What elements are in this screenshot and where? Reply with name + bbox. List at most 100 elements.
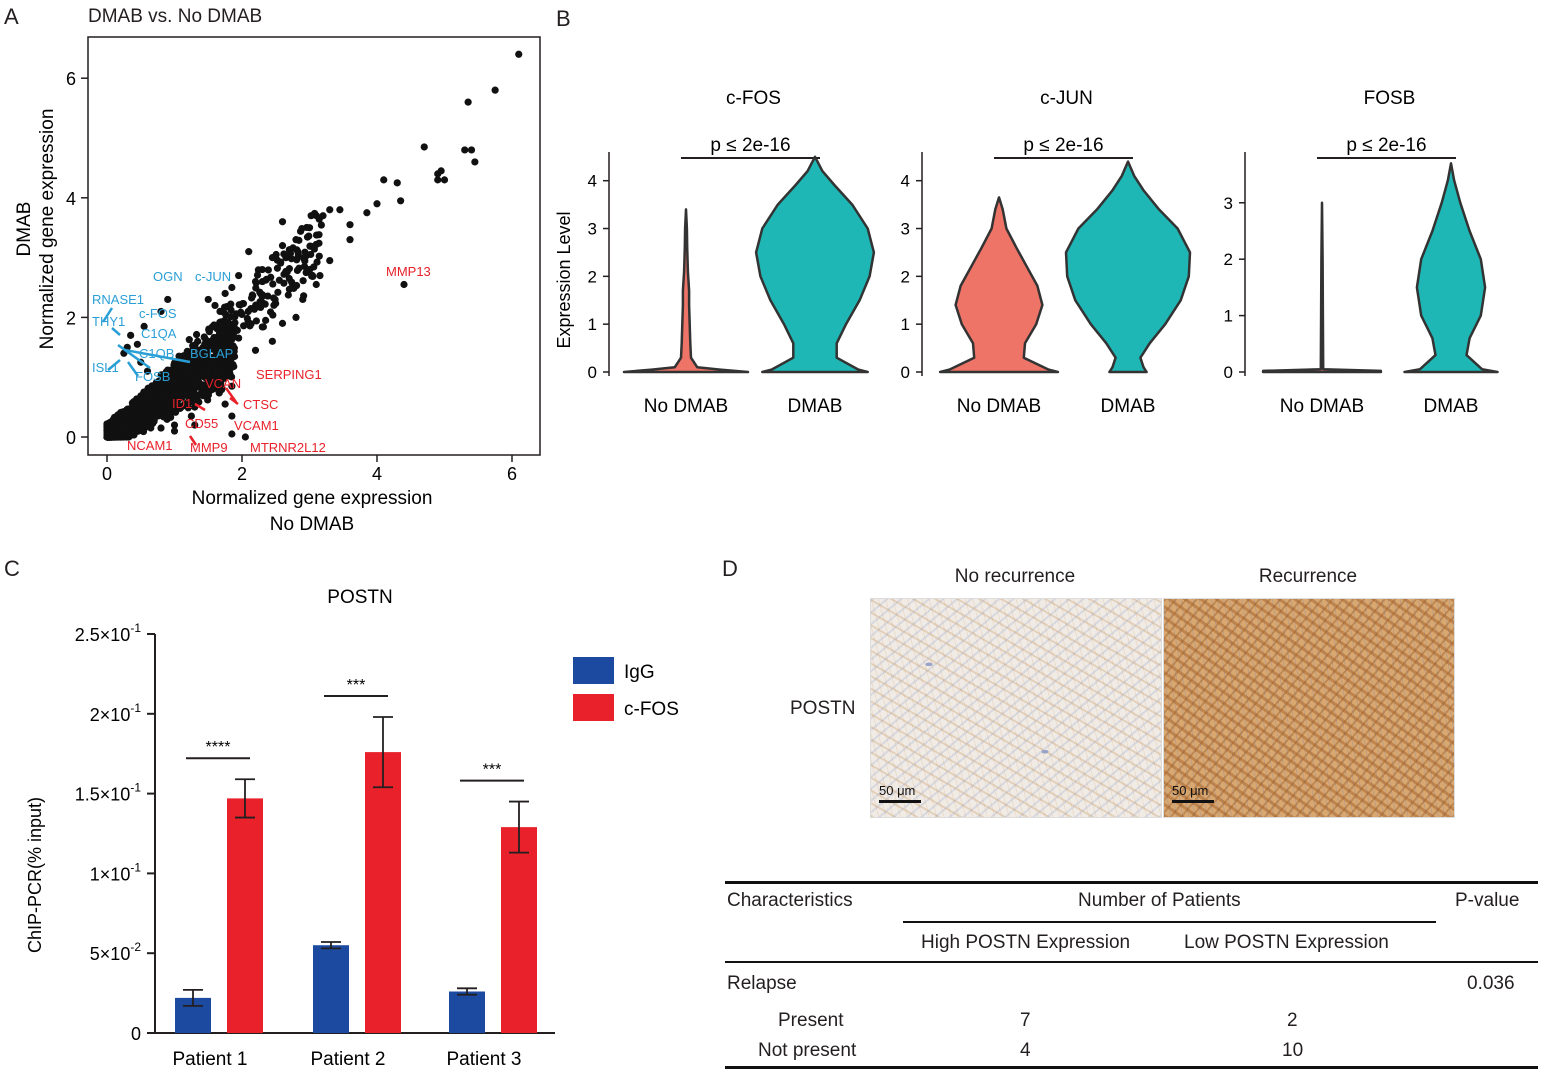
scatter-point [271, 295, 279, 304]
scatter-point [336, 206, 344, 214]
scatter-point [400, 280, 408, 289]
row-notpresent-high: 4 [1020, 1040, 1031, 1061]
scatter-point [205, 325, 213, 333]
violin-ytick-label: 1 [588, 315, 597, 334]
bar-ytick-label: 2×10-1 [90, 701, 142, 725]
scatter-point [145, 393, 153, 401]
scatter-point [300, 262, 309, 270]
scatter-point [140, 322, 148, 330]
scatter-point [317, 221, 325, 229]
scatter-point [266, 308, 275, 316]
violin-ytick-label: 0 [1224, 363, 1233, 382]
scatter-point [363, 209, 371, 217]
scatter-point [238, 310, 246, 319]
scatter-point [115, 433, 123, 441]
scatter-point [243, 314, 251, 323]
scatter-point [194, 397, 202, 405]
scatter-title: DMAB vs. No DMAB [88, 6, 262, 27]
scatter-point [227, 373, 236, 381]
scatter-point [285, 285, 293, 293]
scatter-point [145, 406, 154, 414]
bar-cfos [501, 827, 537, 1033]
scatter-point [319, 212, 327, 220]
scatter-point [252, 284, 260, 292]
th-number-of-patients: Number of Patients [1078, 890, 1241, 911]
scale-bar-1: 50 μm [879, 783, 921, 803]
row-present-low: 2 [1287, 1010, 1298, 1031]
scatter-ytick-label: 0 [66, 428, 76, 448]
scatter-ytick-label: 4 [66, 189, 76, 209]
scatter-point [204, 391, 212, 399]
scatter-point [211, 301, 219, 310]
scatter-point [217, 330, 225, 338]
bar-category-label: Patient 3 [447, 1049, 522, 1070]
row-relapse-label: Relapse [727, 973, 797, 994]
violin-ytick-label: 0 [901, 363, 910, 382]
scatter-point [293, 281, 301, 290]
scatter-point [191, 421, 199, 429]
gene-label-up: OGN [153, 269, 183, 284]
scatter-point [158, 371, 166, 379]
scatter-point [187, 398, 196, 406]
violin-dmab [1064, 160, 1192, 374]
scatter-point [461, 146, 469, 154]
scatter-point [312, 280, 320, 289]
th-characteristics: Characteristics [727, 890, 853, 911]
gene-leader-down [224, 387, 238, 403]
scatter-point [277, 258, 285, 266]
scatter-point [307, 250, 315, 259]
scatter-point [150, 401, 158, 409]
scatter-point [380, 176, 388, 184]
scatter-ylabel-2: Normalized gene expression [37, 109, 58, 350]
scatter-frame [87, 36, 541, 456]
scatter-point [268, 337, 276, 345]
violin-dmab [1403, 162, 1499, 374]
scatter-point [471, 158, 479, 166]
scatter-point [264, 266, 272, 274]
bar-ylabel: ChIP-PCR(% input) [25, 797, 45, 953]
scatter-point [274, 288, 282, 296]
gene-leader-down [194, 402, 206, 412]
th-high-postn: High POSTN Expression [921, 932, 1131, 953]
scatter-point [191, 390, 199, 398]
scatter-point [210, 343, 218, 351]
scatter-point [138, 407, 146, 415]
scatter-point [172, 389, 180, 397]
scatter-xtick-label: 4 [372, 464, 382, 484]
violin-ytick-label: 2 [588, 267, 597, 286]
scatter-point [254, 302, 262, 311]
scatter-point [300, 254, 308, 262]
scatter-point [139, 427, 148, 436]
scatter-point [225, 345, 233, 353]
bar-cfos [365, 752, 401, 1033]
scatter-point [293, 256, 301, 264]
scatter-point [187, 412, 195, 420]
scatter-point [222, 311, 230, 319]
micrograph-no-recurrence: 50 μm [870, 598, 1162, 818]
scatter-point [299, 295, 307, 304]
scatter-point [162, 378, 170, 386]
table-bottom-rule [725, 1066, 1538, 1069]
bar-title: POSTN [327, 587, 392, 608]
bar-ytick-label: 5×10-2 [90, 940, 142, 964]
scatter-point [273, 264, 281, 272]
scatter-point [420, 143, 428, 151]
bar-category-label: Patient 1 [173, 1049, 248, 1070]
bar-igg [313, 945, 349, 1033]
scatter-point [192, 380, 200, 389]
scatter-point [205, 372, 213, 380]
scatter-point [515, 50, 523, 58]
scatter-point [188, 347, 196, 355]
scatter-point [285, 265, 293, 273]
gene-label-down: CTSC [243, 397, 278, 412]
scatter-point [245, 248, 253, 256]
scatter-point [251, 277, 260, 286]
scatter-point [270, 301, 278, 309]
scatter-point [225, 327, 233, 335]
sig-stars: *** [347, 677, 366, 694]
th-low-postn: Low POSTN Expression [1184, 932, 1389, 953]
scatter-point [198, 381, 206, 389]
gene-leader-up [101, 307, 114, 323]
scatter-point [158, 388, 166, 396]
violin-title: FOSB [1364, 88, 1416, 109]
